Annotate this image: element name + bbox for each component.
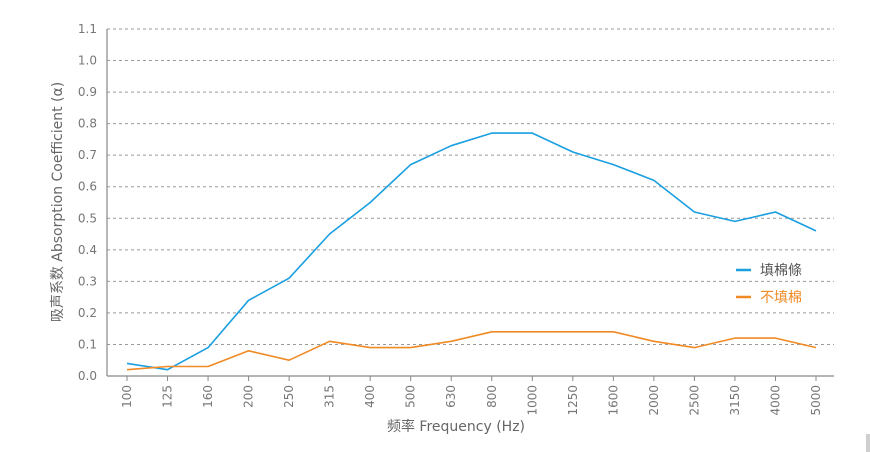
legend-label: 填棉條 [760, 262, 802, 279]
corner-edge [866, 434, 870, 452]
x-tick-label: 1000 [525, 385, 539, 416]
x-tick-label: 2500 [687, 385, 701, 416]
y-axis-title: 吸声系数 Absorption Coefficient (α) [50, 82, 66, 322]
x-tick-label: 3150 [728, 385, 742, 416]
x-tick-label: 200 [242, 385, 256, 408]
y-tick-label: 0.4 [78, 243, 97, 257]
x-tick-label: 630 [444, 385, 458, 408]
x-tick-label: 250 [282, 385, 296, 408]
x-tick-label: 500 [404, 385, 418, 408]
x-tick-label: 160 [201, 385, 215, 408]
y-tick-label: 0.0 [78, 369, 97, 383]
y-tick-label: 0.8 [78, 117, 97, 131]
x-tick-label: 2000 [647, 385, 661, 416]
y-tick-label: 0.1 [78, 337, 97, 351]
y-tick-label: 0.3 [78, 274, 97, 288]
series-lines [126, 132, 817, 371]
y-tick-label: 0.7 [78, 148, 97, 162]
legend-label: 不填棉 [760, 289, 802, 306]
y-tick-label: 0.2 [78, 306, 97, 320]
x-tick-label: 400 [363, 385, 377, 408]
y-tick-label: 1.0 [78, 54, 97, 68]
grid-lines [107, 28, 834, 345]
x-tick-labels: 100 125 160 200 250 315 400 500 630 800 1000 1250 16… [120, 376, 823, 416]
series-line [126, 330, 817, 371]
x-tick-label: 5000 [809, 385, 823, 416]
x-tick-label: 4000 [768, 385, 782, 416]
y-tick-label: 1.1 [78, 22, 97, 36]
x-tick-label: 1600 [606, 385, 620, 416]
x-tick-label: 800 [485, 385, 499, 408]
x-tick-label: 100 [120, 385, 134, 408]
x-tick-label: 315 [323, 385, 337, 408]
x-tick-label: 1250 [566, 385, 580, 416]
y-tick-label: 0.5 [78, 211, 97, 225]
x-tick-label: 125 [161, 385, 175, 408]
y-tick-labels: 0.0 0.1 0.2 0.3 0.4 0.5 0.6 0.7 0.8 0.9 1.0 1.1 [78, 22, 97, 383]
y-tick-label: 0.6 [78, 180, 97, 194]
y-tick-label: 0.9 [78, 85, 97, 99]
series-line [126, 132, 817, 371]
x-axis-title: 频率 Frequency (Hz) [387, 418, 525, 435]
